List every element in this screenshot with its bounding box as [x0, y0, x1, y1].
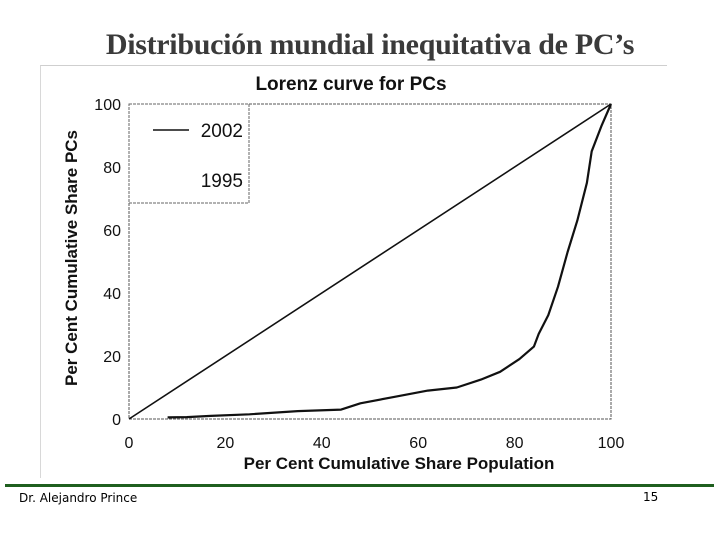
x-axis-label: Per Cent Cumulative Share Population: [244, 454, 555, 473]
y-tick-label: 20: [103, 349, 121, 366]
x-tick-label: 60: [409, 435, 427, 452]
y-axis-ticks: 0 20 40 60 80 100: [94, 97, 121, 429]
x-tick-label: 40: [313, 435, 331, 452]
x-tick-label: 80: [506, 435, 524, 452]
page-number: 15: [643, 490, 659, 504]
footer-divider: [5, 484, 714, 487]
equality-line: [128, 103, 612, 420]
y-axis-label: Per Cent Cumulative Share PCs: [62, 130, 81, 386]
lorenz-curve-2002: [167, 103, 613, 419]
y-tick-label: 0: [112, 412, 121, 429]
y-tick-label: 100: [94, 97, 121, 114]
legend: 2002 1995: [128, 103, 250, 204]
series-lines: [128, 103, 613, 420]
y-tick-label: 40: [103, 286, 121, 303]
y-tick-label: 60: [103, 223, 121, 240]
y-tick-label: 80: [103, 160, 121, 177]
chart-canvas: Lorenz curve for PCs Per Cent Cumulative…: [62, 74, 625, 473]
x-tick-label: 0: [125, 435, 134, 452]
x-axis-ticks: 0 20 40 60 80 100: [125, 435, 625, 452]
slide-title: Distribución mundial inequitativa de PC’…: [105, 28, 635, 61]
lorenz-chart: Lorenz curve for PCs Per Cent Cumulative…: [40, 65, 667, 478]
plot-area: [128, 103, 612, 420]
x-tick-label: 20: [217, 435, 235, 452]
legend-entry-1995: 1995: [201, 171, 243, 192]
x-tick-label: 100: [598, 435, 625, 452]
footer-author: Dr. Alejandro Prince: [19, 491, 138, 505]
legend-entry-2002: 2002: [201, 121, 243, 142]
chart-title: Lorenz curve for PCs: [255, 74, 446, 95]
